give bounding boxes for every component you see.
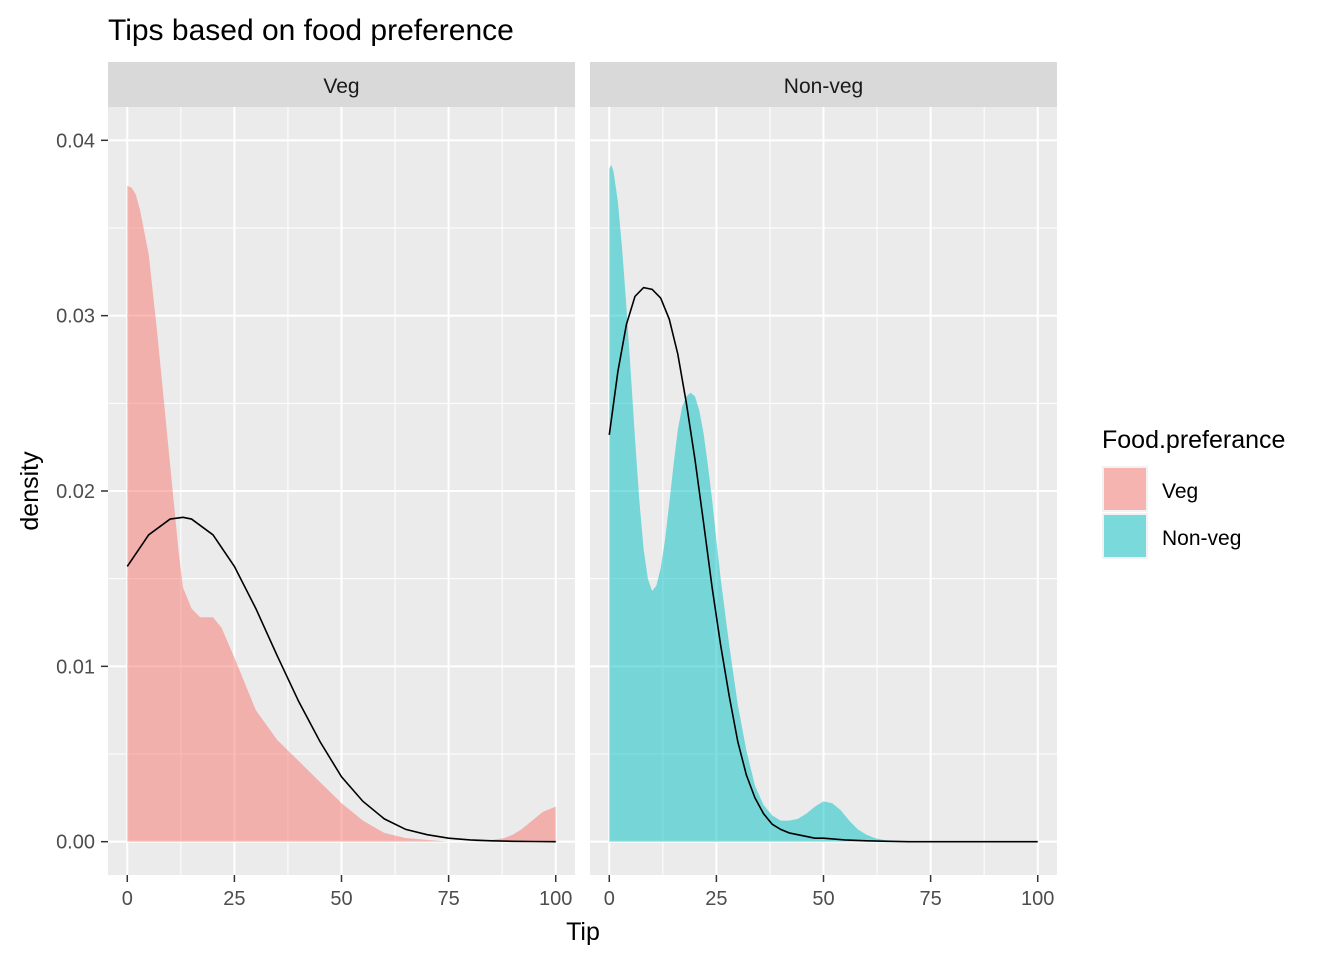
- panel-veg: Veg 0 25 50 75 100 0.00 0.01 0.02 0.03 0.04: [56, 62, 575, 910]
- y-tick-label: 0.01: [56, 656, 95, 678]
- normal-curve-veg: [126, 516, 556, 843]
- y-tick-label: 0.00: [56, 832, 95, 854]
- y-axis-label: density: [16, 451, 44, 531]
- legend-label-non-veg: Non-veg: [1162, 527, 1241, 550]
- chart-title: Tips based on food preference: [108, 14, 514, 47]
- density-area-non-veg: [609, 164, 1038, 842]
- x-tick-label: 0: [604, 888, 615, 910]
- facet-label-veg: Veg: [323, 75, 359, 98]
- legend-title: Food.preferance: [1102, 426, 1285, 454]
- x-axis-label: Tip: [566, 918, 600, 946]
- x-tick-label: 50: [812, 888, 834, 910]
- x-tick-label: 75: [919, 888, 941, 910]
- x-tick-label: 50: [330, 888, 352, 910]
- facet-label-non-veg: Non-veg: [784, 75, 863, 98]
- legend: Food.preferance Veg Non-veg: [1102, 426, 1285, 559]
- facet-strip-non-veg: [590, 62, 1057, 107]
- x-tick-label: 0: [122, 888, 133, 910]
- facet-panels: Veg 0 25 50 75 100 0.00 0.01 0.02 0.03 0.04 Non-veg…: [56, 62, 1057, 910]
- x-tick-label: 100: [539, 888, 572, 910]
- legend-key-veg: [1104, 468, 1146, 510]
- density-area-veg: [127, 185, 556, 842]
- x-tick-label: 25: [705, 888, 727, 910]
- x-tick-label: 25: [223, 888, 245, 910]
- legend-label-veg: Veg: [1162, 480, 1198, 503]
- x-tick-label: 75: [437, 888, 459, 910]
- x-tick-label: 100: [1021, 888, 1054, 910]
- y-tick-label: 0.03: [56, 306, 95, 328]
- facet-strip-veg: [108, 62, 575, 107]
- panel-non-veg: Non-veg 0 25 50 75 100: [590, 62, 1057, 910]
- legend-key-non-veg: [1104, 515, 1146, 557]
- y-tick-label: 0.02: [56, 481, 95, 503]
- normal-curve-non-veg: [608, 286, 1038, 843]
- y-tick-label: 0.04: [56, 130, 95, 152]
